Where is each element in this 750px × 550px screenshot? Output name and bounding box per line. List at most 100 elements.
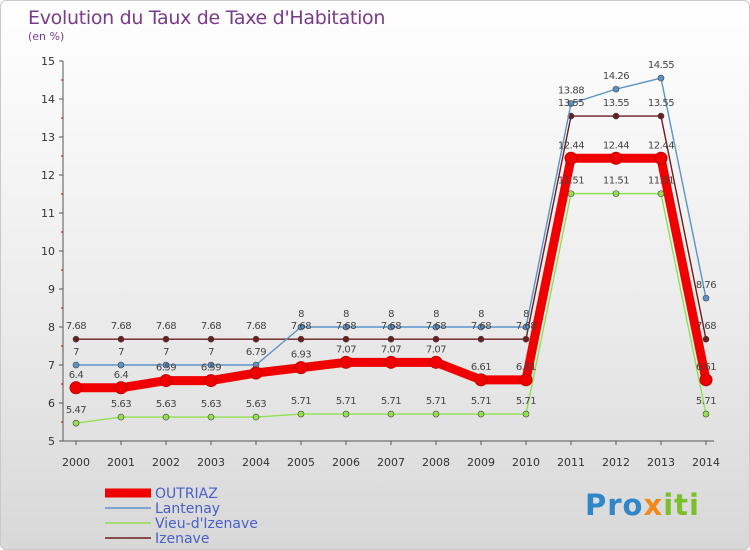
data-label: 11.51 bbox=[648, 176, 674, 187]
data-point bbox=[207, 413, 215, 421]
data-label: 5.71 bbox=[336, 396, 356, 407]
data-point bbox=[699, 373, 713, 387]
data-label: 7.68 bbox=[156, 321, 176, 332]
data-label: 5.71 bbox=[696, 396, 716, 407]
data-point bbox=[612, 112, 620, 120]
data-point bbox=[297, 335, 305, 343]
data-point bbox=[342, 410, 350, 418]
data-label: 7.68 bbox=[426, 321, 446, 332]
x-tick-label: 2007 bbox=[377, 456, 405, 469]
data-point bbox=[162, 413, 170, 421]
data-label: 6.4 bbox=[114, 370, 129, 381]
data-label: 5.63 bbox=[156, 399, 176, 410]
data-label: 6.61 bbox=[696, 362, 716, 373]
data-point bbox=[117, 335, 125, 343]
data-point bbox=[114, 381, 128, 395]
data-label: 5.63 bbox=[246, 399, 266, 410]
data-point bbox=[657, 74, 665, 82]
y-tick-label: 13 bbox=[41, 131, 55, 144]
data-label: 5.63 bbox=[201, 399, 221, 410]
data-point bbox=[252, 413, 260, 421]
y-tick-label: 11 bbox=[41, 207, 55, 220]
data-label: 5.71 bbox=[291, 396, 311, 407]
data-label: 7.68 bbox=[201, 321, 221, 332]
x-tick-label: 2001 bbox=[107, 456, 135, 469]
data-point bbox=[477, 335, 485, 343]
chart-title: Evolution du Taux de Taxe d'Habitation bbox=[28, 7, 386, 29]
data-point bbox=[609, 151, 623, 165]
data-point bbox=[429, 355, 443, 369]
x-tick-label: 2003 bbox=[197, 456, 225, 469]
data-label: 6.4 bbox=[69, 370, 84, 381]
x-tick-label: 2006 bbox=[332, 456, 360, 469]
data-label: 7 bbox=[73, 347, 79, 358]
data-point bbox=[69, 381, 83, 395]
data-label: 14.55 bbox=[648, 60, 674, 71]
data-point bbox=[159, 374, 173, 388]
data-point bbox=[207, 361, 215, 369]
data-label: 6.61 bbox=[516, 362, 536, 373]
x-tick-label: 2013 bbox=[647, 456, 675, 469]
data-label: 12.44 bbox=[648, 140, 674, 151]
data-point bbox=[342, 335, 350, 343]
data-point bbox=[249, 366, 263, 380]
y-tick-label: 14 bbox=[41, 93, 55, 106]
data-label: 5.71 bbox=[516, 396, 536, 407]
x-tick-label: 2012 bbox=[602, 456, 630, 469]
data-label: 7.07 bbox=[381, 344, 401, 355]
y-tick-label: 15 bbox=[41, 55, 55, 68]
data-point bbox=[519, 373, 533, 387]
data-point bbox=[654, 151, 668, 165]
x-tick-label: 2011 bbox=[557, 456, 585, 469]
data-label: 12.44 bbox=[603, 140, 629, 151]
data-point bbox=[477, 323, 485, 331]
data-point bbox=[522, 335, 530, 343]
x-tick-label: 2005 bbox=[287, 456, 315, 469]
data-label: 7.68 bbox=[696, 321, 716, 332]
data-point bbox=[117, 413, 125, 421]
data-point bbox=[432, 335, 440, 343]
data-point bbox=[252, 335, 260, 343]
data-label: 14.26 bbox=[603, 71, 629, 82]
data-point bbox=[72, 361, 80, 369]
y-tick-label: 5 bbox=[48, 435, 55, 448]
x-tick-label: 2002 bbox=[152, 456, 180, 469]
data-point bbox=[702, 294, 710, 302]
data-label: 8 bbox=[388, 309, 394, 320]
data-point bbox=[657, 190, 665, 197]
data-point bbox=[432, 323, 440, 331]
data-label: 8.76 bbox=[696, 280, 716, 291]
data-label: 13.55 bbox=[558, 98, 584, 109]
data-point bbox=[657, 112, 665, 120]
series-layer bbox=[69, 74, 713, 427]
data-point bbox=[204, 374, 218, 388]
data-label: 13.55 bbox=[648, 98, 674, 109]
data-point bbox=[384, 355, 398, 369]
data-point bbox=[162, 335, 170, 343]
data-label: 7 bbox=[118, 347, 124, 358]
data-label: 11.51 bbox=[603, 176, 629, 187]
data-label: 7.68 bbox=[291, 321, 311, 332]
data-label: 7.07 bbox=[426, 344, 446, 355]
x-tick-label: 2009 bbox=[467, 456, 495, 469]
data-point bbox=[432, 410, 440, 418]
x-tick-label: 2010 bbox=[512, 456, 540, 469]
data-label: 5.71 bbox=[426, 396, 446, 407]
data-label: 7.68 bbox=[516, 321, 536, 332]
data-point bbox=[72, 419, 80, 427]
legend-label: Lantenay bbox=[155, 501, 220, 517]
data-point bbox=[297, 323, 305, 331]
data-label: 6.79 bbox=[246, 347, 266, 358]
data-point bbox=[522, 410, 530, 418]
data-label: 6.61 bbox=[471, 362, 491, 373]
chart-subtitle: (en %) bbox=[28, 30, 65, 43]
data-label: 7.68 bbox=[471, 321, 491, 332]
y-tick-label: 6 bbox=[48, 397, 55, 410]
data-point bbox=[339, 355, 353, 369]
data-point bbox=[567, 190, 575, 197]
data-label: 7.07 bbox=[336, 344, 356, 355]
proxiti-logo: Proxiti bbox=[585, 488, 700, 522]
